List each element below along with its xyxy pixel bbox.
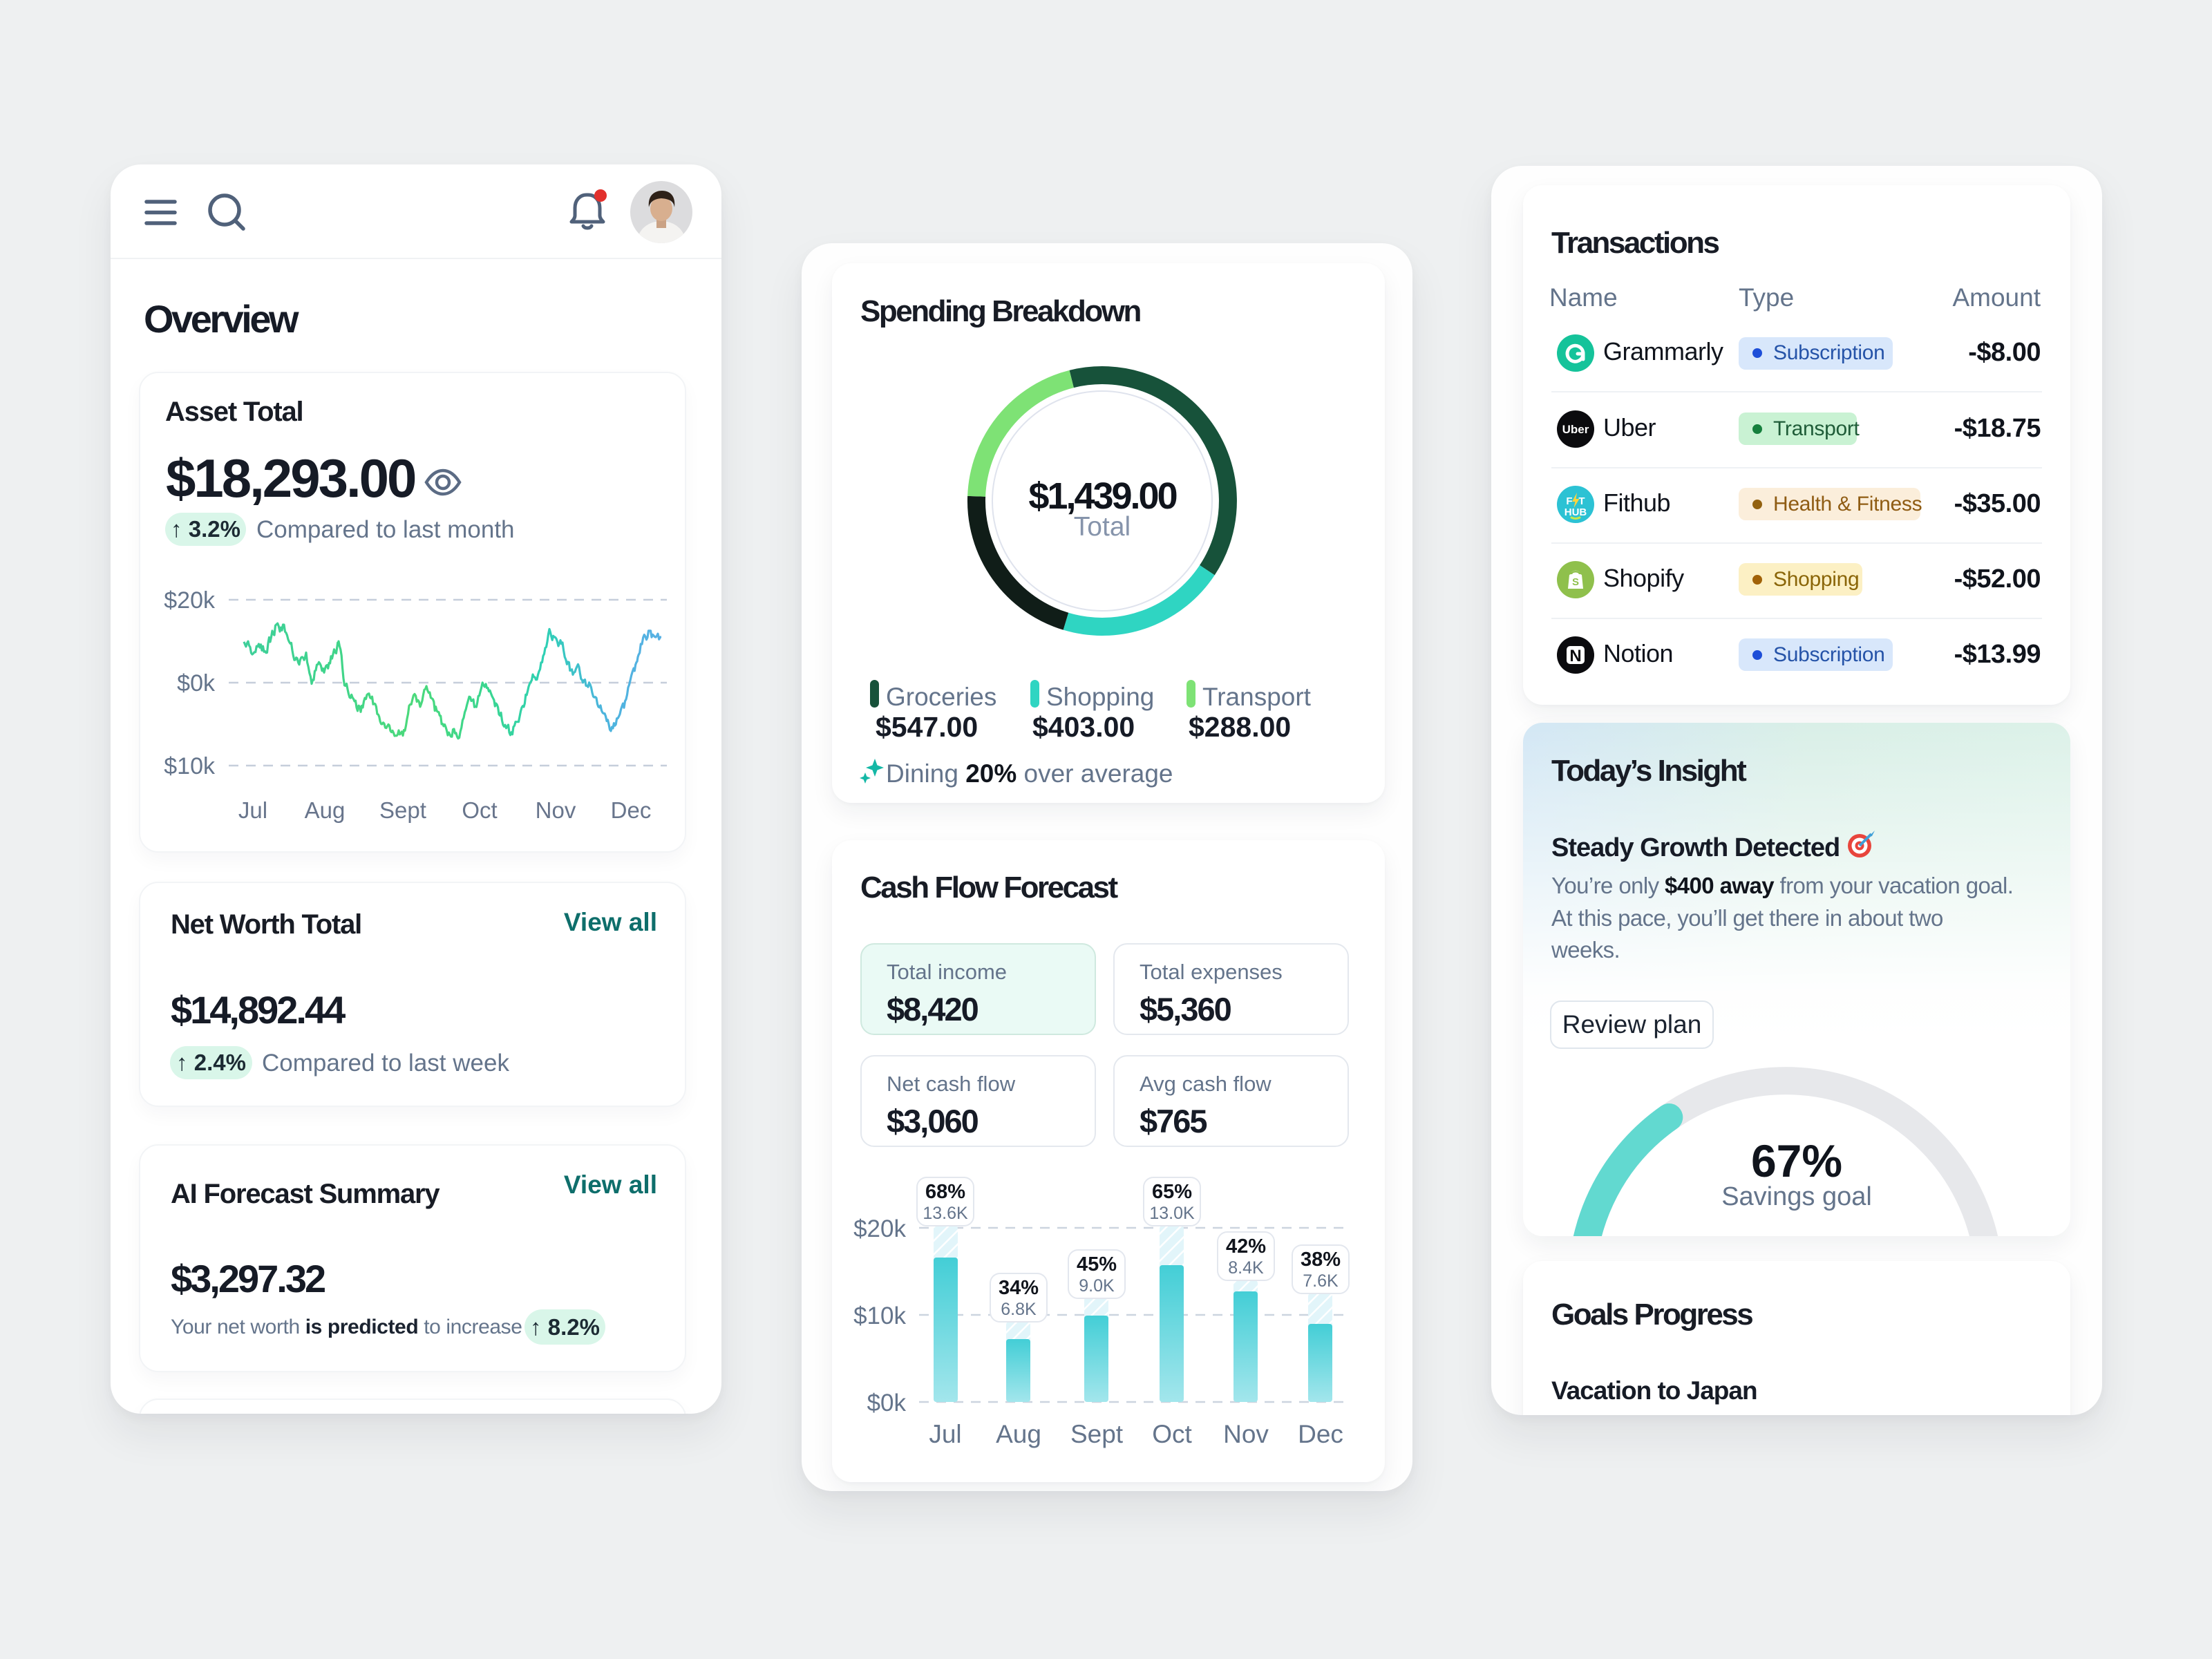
svg-text:9.0K: 9.0K (1079, 1276, 1115, 1296)
svg-text:38%: 38% (1301, 1249, 1341, 1271)
svg-text:13.0K: 13.0K (1149, 1204, 1195, 1223)
svg-text:$20k: $20k (164, 587, 216, 614)
svg-text:T: T (1578, 495, 1585, 507)
svg-text:Nov: Nov (536, 797, 576, 823)
svg-text:Oct: Oct (1152, 1420, 1192, 1448)
svg-text:Sept: Sept (379, 797, 426, 823)
svg-text:$20k: $20k (853, 1215, 906, 1242)
svg-text:34%: 34% (999, 1277, 1039, 1299)
svg-text:45%: 45% (1077, 1253, 1117, 1276)
svg-text:HUB: HUB (1565, 506, 1587, 518)
svg-text:Aug: Aug (305, 797, 346, 823)
svg-text:Nov: Nov (1223, 1420, 1269, 1448)
svg-text:Aug: Aug (996, 1420, 1041, 1448)
svg-text:68%: 68% (925, 1181, 965, 1203)
svg-text:13.6K: 13.6K (923, 1204, 968, 1223)
svg-text:7.6K: 7.6K (1303, 1271, 1339, 1291)
svg-text:$10k: $10k (164, 753, 216, 779)
svg-text:N: N (1569, 647, 1581, 665)
svg-text:Dec: Dec (1298, 1420, 1343, 1448)
svg-text:F: F (1566, 495, 1572, 507)
svg-text:Dec: Dec (611, 797, 652, 823)
svg-text:42%: 42% (1226, 1235, 1266, 1258)
svg-text:Oct: Oct (462, 797, 497, 823)
svg-text:$0k: $0k (177, 670, 216, 696)
svg-text:6.8K: 6.8K (1001, 1300, 1037, 1319)
svg-text:Savings goal: Savings goal (1721, 1182, 1872, 1211)
svg-text:65%: 65% (1152, 1181, 1192, 1203)
svg-text:Jul: Jul (238, 797, 267, 823)
svg-text:67%: 67% (1751, 1135, 1842, 1186)
svg-text:Sept: Sept (1070, 1420, 1124, 1448)
svg-text:Jul: Jul (929, 1420, 961, 1448)
svg-text:$10k: $10k (853, 1302, 906, 1329)
svg-text:S: S (1572, 576, 1579, 588)
svg-text:Uber: Uber (1562, 423, 1589, 436)
svg-text:8.4K: 8.4K (1228, 1258, 1264, 1278)
svg-text:$0k: $0k (867, 1390, 907, 1416)
svg-text:$1,439.00: $1,439.00 (1028, 475, 1176, 517)
svg-text:Total: Total (1074, 512, 1131, 542)
